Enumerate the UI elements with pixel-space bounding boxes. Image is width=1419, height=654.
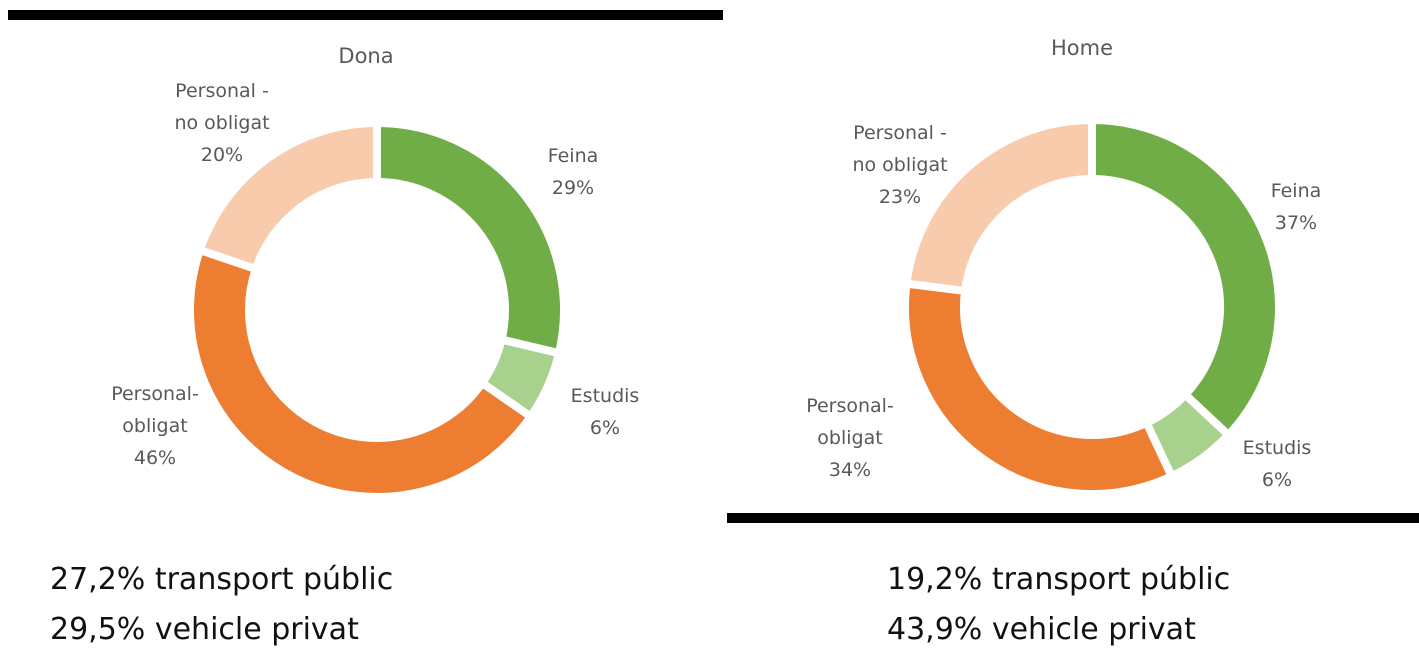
slice-label: Personal- obligat 46% [111, 378, 199, 474]
category-label: Personal - no obligat [852, 122, 948, 176]
value-label: 34% [828, 459, 872, 481]
slice-label: Estudis 6% [1243, 432, 1312, 496]
chart-title: Dona [338, 44, 394, 68]
value-label: 6% [1261, 469, 1293, 491]
caption: 19,2% transport públic [887, 562, 1231, 597]
divider [727, 513, 1419, 523]
value-label: 37% [1274, 212, 1318, 234]
category-label: Estudis [1242, 437, 1312, 459]
slice-label: Estudis 6% [571, 380, 640, 444]
category-label: Personal- obligat [806, 395, 894, 449]
value-label: 23% [878, 186, 922, 208]
value-label: 46% [133, 447, 177, 469]
divider [8, 10, 723, 20]
slice-label: Feina 37% [1271, 175, 1322, 239]
caption: 29,5% vehicle privat [50, 612, 359, 647]
donut-slice [901, 279, 1177, 498]
donut-slice [373, 118, 568, 359]
slice-label: Personal - no obligat 23% [852, 117, 947, 213]
category-label: Feina [1270, 180, 1322, 202]
donut-slice [902, 115, 1096, 296]
donut-slice [194, 118, 381, 275]
value-label: 20% [200, 144, 244, 166]
category-label: Personal - no obligat [174, 80, 270, 134]
caption: 43,9% vehicle privat [887, 612, 1196, 647]
donut-slice [1088, 115, 1283, 441]
caption: 27,2% transport públic [50, 562, 394, 597]
category-label: Personal- obligat [111, 383, 199, 437]
donut-slice [186, 244, 537, 501]
category-label: Estudis [570, 385, 640, 407]
chart-title: Home [1050, 36, 1114, 60]
slice-label: Personal - no obligat 20% [174, 75, 269, 171]
value-label: 29% [551, 177, 595, 199]
category-label: Feina [547, 145, 599, 167]
value-label: 6% [589, 417, 621, 439]
slice-label: Feina 29% [548, 140, 599, 204]
slice-label: Personal- obligat 34% [806, 390, 894, 486]
